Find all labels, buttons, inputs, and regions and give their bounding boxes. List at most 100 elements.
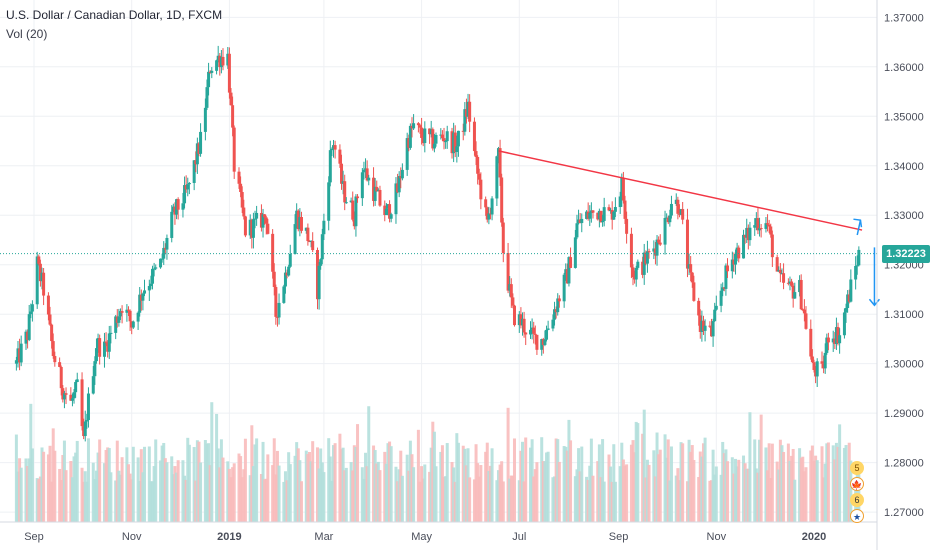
candle-body xyxy=(154,267,158,269)
candle-body xyxy=(698,315,702,332)
volume-bar xyxy=(106,447,110,522)
candle-body xyxy=(197,143,201,154)
candle-body xyxy=(115,316,119,323)
candle-body xyxy=(51,341,55,357)
candle-body xyxy=(173,206,177,215)
volume-bar xyxy=(770,443,774,522)
candle-body xyxy=(295,210,299,225)
volume-bar xyxy=(834,442,838,522)
volume-bar xyxy=(641,433,645,522)
volume-bar xyxy=(250,425,254,522)
candle-body xyxy=(472,121,476,152)
candle-body xyxy=(352,219,356,227)
candle-body xyxy=(237,171,241,184)
candle-body xyxy=(275,316,279,318)
volume-bar xyxy=(183,475,187,522)
volume-bar xyxy=(64,470,68,522)
volume-bar xyxy=(546,451,550,522)
candle-body xyxy=(221,56,225,66)
volume-bar xyxy=(309,461,313,522)
candle-body xyxy=(35,256,39,305)
candle-body xyxy=(397,176,401,193)
candle-body xyxy=(476,156,480,174)
volume-bar xyxy=(464,465,468,522)
candle-body xyxy=(836,327,840,344)
candle-body xyxy=(128,310,132,322)
candle-body xyxy=(429,129,433,135)
x-tick-label: May xyxy=(411,531,432,543)
candle-body xyxy=(378,189,382,206)
y-tick-label: 1.33000 xyxy=(884,210,924,222)
candle-body xyxy=(386,204,390,209)
volume-bar xyxy=(195,440,199,522)
volume-bar xyxy=(711,449,715,522)
candle-body xyxy=(767,224,771,227)
candle-body xyxy=(517,314,521,326)
volume-bar xyxy=(474,444,478,522)
volume-bar xyxy=(814,455,818,522)
candle-body xyxy=(455,146,459,153)
volume-bar xyxy=(508,478,512,522)
economic-event-icon[interactable]: 6 xyxy=(850,493,864,507)
candle-body xyxy=(431,129,435,149)
volume-bar xyxy=(756,472,760,522)
candle-body xyxy=(229,92,233,106)
volume-bar xyxy=(386,443,390,522)
volume-bar xyxy=(798,448,802,522)
volume-bar xyxy=(543,461,547,522)
volume-bar xyxy=(271,465,275,522)
volume-bar xyxy=(689,451,693,522)
candle-body xyxy=(633,277,637,280)
volume-bar xyxy=(171,474,175,522)
volume-bar xyxy=(139,449,143,522)
volume-bar xyxy=(668,480,672,522)
candle-body xyxy=(242,207,246,217)
candle-body xyxy=(634,267,638,280)
candle-body xyxy=(376,189,380,192)
candle-body xyxy=(764,223,768,229)
candle-body xyxy=(745,227,749,238)
candle-body xyxy=(778,269,782,274)
candle-body xyxy=(421,137,425,144)
volume-bar xyxy=(698,451,702,522)
volume-bar xyxy=(429,447,433,522)
volume-bar xyxy=(690,445,694,522)
candle-body xyxy=(80,379,84,427)
volume-bar xyxy=(237,453,241,522)
candle-body xyxy=(86,393,90,421)
volume-indicator-label[interactable]: Vol (20) xyxy=(6,27,48,41)
candle-body xyxy=(399,176,403,179)
volume-bar xyxy=(801,456,805,522)
volume-bar xyxy=(613,481,617,522)
candle-body xyxy=(175,199,179,215)
volume-bar xyxy=(48,445,52,522)
volume-bar xyxy=(663,434,667,522)
volume-bar xyxy=(633,452,637,522)
volume-bar xyxy=(609,466,613,522)
volume-bar xyxy=(601,439,605,522)
candle-body xyxy=(597,210,601,220)
earnings-event-icon[interactable]: 5 xyxy=(850,461,864,475)
candle-body xyxy=(456,130,460,147)
candle-body xyxy=(652,248,656,252)
candle-body xyxy=(232,127,236,172)
symbol-title[interactable]: U.S. Dollar / Canadian Dollar, 1D, FXCM xyxy=(6,8,223,22)
y-tick-label: 1.29000 xyxy=(884,408,924,420)
volume-bar xyxy=(259,474,263,522)
volume-bar xyxy=(557,461,561,522)
y-tick-label: 1.31000 xyxy=(884,309,924,321)
candle-body xyxy=(131,321,135,328)
candle-body xyxy=(629,233,633,268)
flag-canada-icon[interactable]: 🍁 xyxy=(850,477,864,491)
candle-body xyxy=(199,131,203,154)
candle-body xyxy=(136,312,140,322)
volume-bar xyxy=(456,442,460,522)
flag-us-icon[interactable]: ★ xyxy=(850,509,864,523)
volume-bar xyxy=(367,406,371,522)
candle-body xyxy=(642,252,646,275)
candle-body xyxy=(394,183,398,215)
candle-body xyxy=(416,123,420,126)
candle-body xyxy=(674,199,678,204)
